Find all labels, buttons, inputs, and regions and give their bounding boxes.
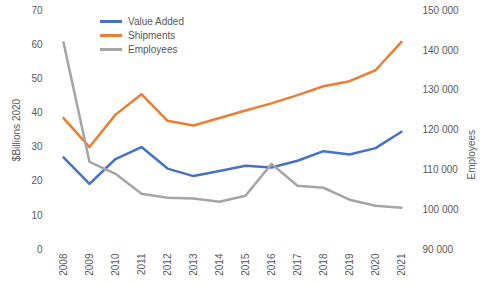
svg-text:100 000: 100 000	[423, 204, 460, 215]
svg-text:2019: 2019	[344, 253, 355, 276]
svg-text:40: 40	[31, 107, 43, 118]
svg-text:2016: 2016	[266, 253, 277, 276]
svg-text:Employees: Employees	[466, 130, 477, 179]
svg-text:2020: 2020	[370, 253, 381, 276]
svg-text:2008: 2008	[58, 253, 69, 276]
html-text:Value Added: Value Added	[128, 15, 184, 27]
svg-text:130 000: 130 000	[423, 84, 460, 95]
svg-text:70: 70	[31, 5, 43, 16]
svg-text:90 000: 90 000	[423, 244, 454, 255]
svg-text:120 000: 120 000	[423, 124, 460, 135]
svg-text:60: 60	[31, 39, 43, 50]
html-text:Shipments: Shipments	[128, 29, 176, 41]
svg-text:2014: 2014	[214, 253, 225, 276]
html-text:Employees: Employees	[128, 43, 178, 55]
svg-text:2009: 2009	[84, 253, 95, 276]
svg-text:150 000: 150 000	[423, 5, 460, 16]
svg-text:0: 0	[37, 244, 43, 255]
svg-text:2018: 2018	[318, 253, 329, 276]
svg-text:2017: 2017	[292, 253, 303, 276]
svg-text:140 000: 140 000	[423, 45, 460, 56]
svg-text:2010: 2010	[110, 253, 121, 276]
svg-text:30: 30	[31, 141, 43, 152]
svg-text:2015: 2015	[240, 253, 251, 276]
svg-text:2013: 2013	[188, 253, 199, 276]
svg-text:10: 10	[31, 210, 43, 221]
svg-text:50: 50	[31, 73, 43, 84]
svg-text:110 000: 110 000	[423, 164, 459, 175]
svg-text:20: 20	[31, 175, 43, 186]
svg-text:$Billions 2020: $Billions 2020	[11, 98, 22, 161]
svg-text:2012: 2012	[162, 253, 173, 276]
svg-text:2021: 2021	[396, 253, 407, 276]
svg-text:2011: 2011	[136, 253, 147, 275]
